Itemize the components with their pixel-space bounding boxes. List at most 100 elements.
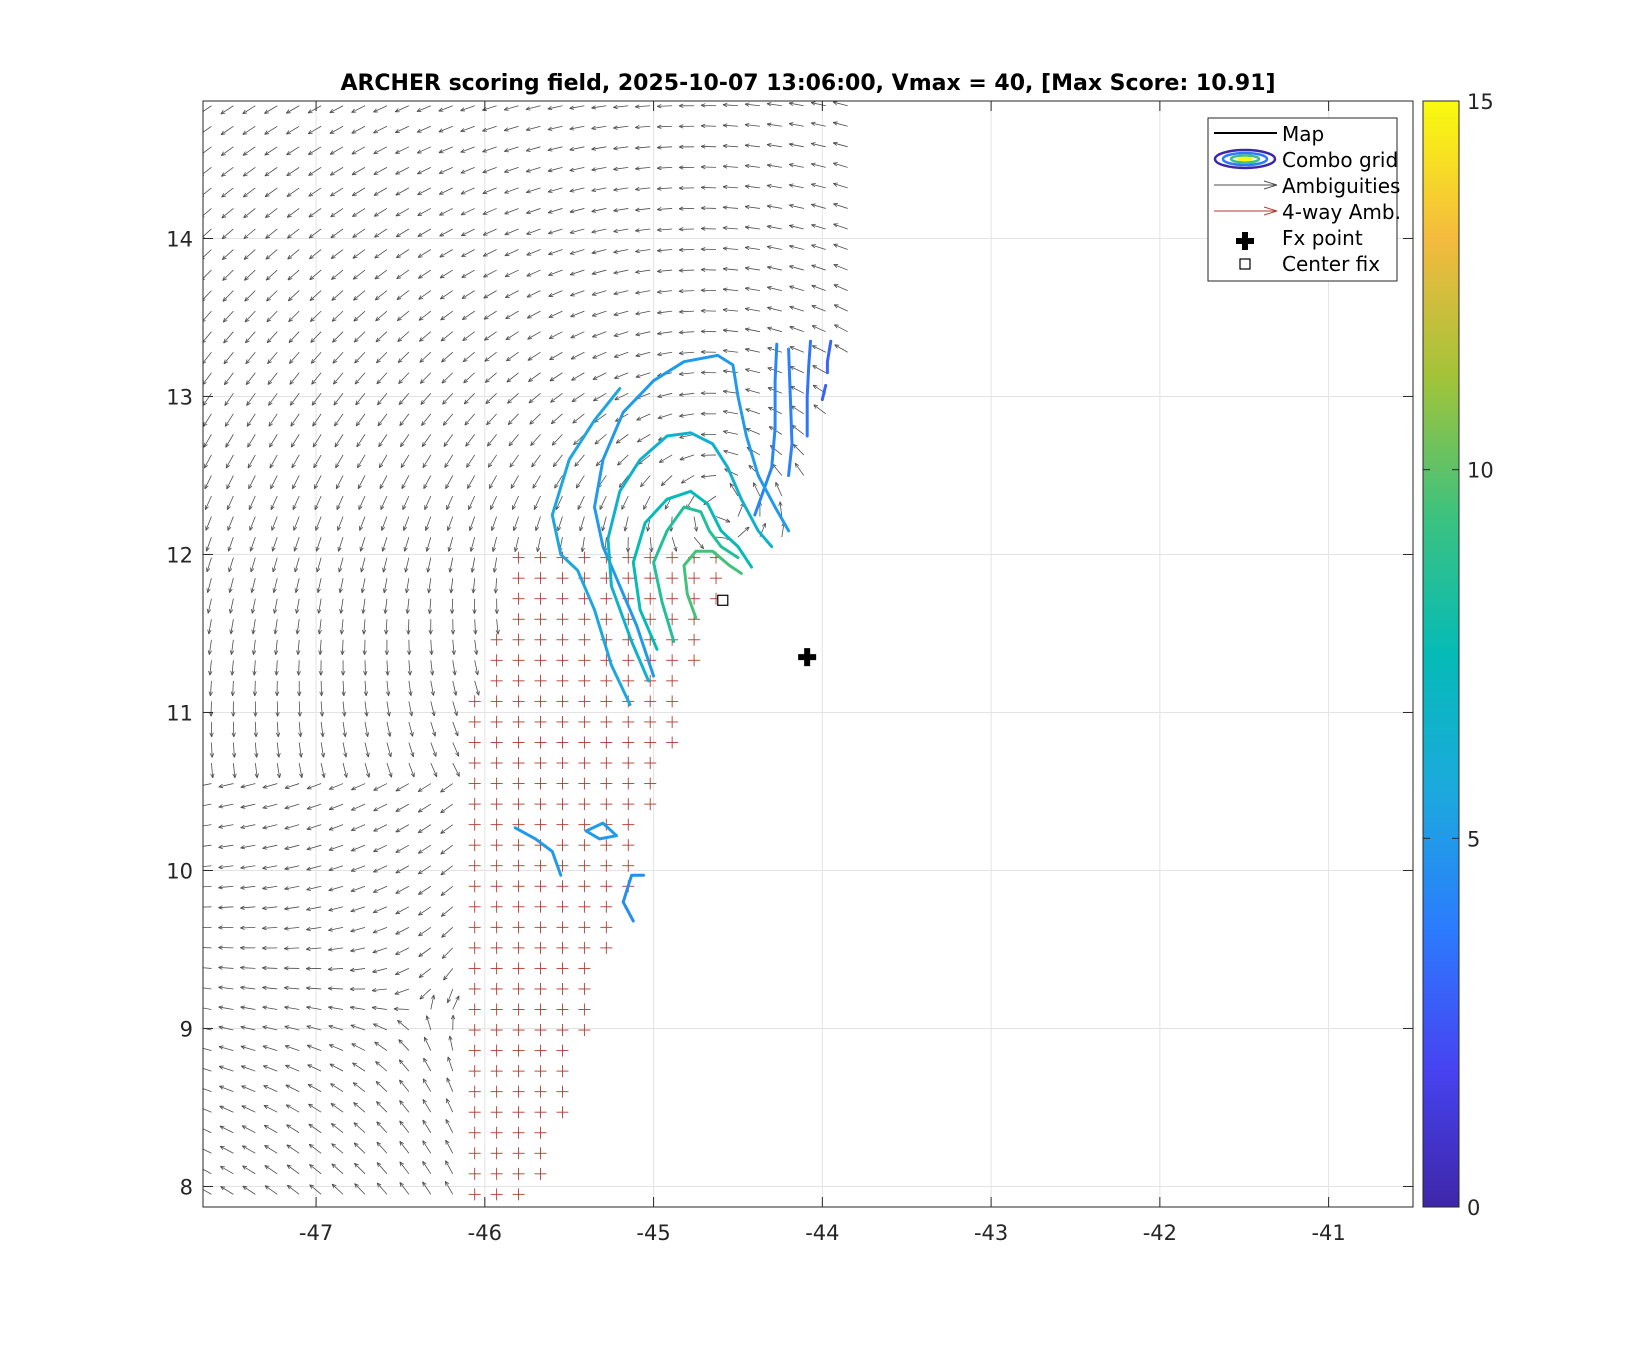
ambiguity-arrow-head xyxy=(700,166,706,170)
ambiguity-arrow xyxy=(657,105,673,107)
ambiguity-arrow xyxy=(374,290,388,301)
ambiguity-arrow-head xyxy=(240,1005,246,1008)
ambiguity-arrow-head xyxy=(242,154,248,156)
ambiguity-arrow xyxy=(637,434,651,443)
ambiguity-arrow-head xyxy=(218,945,223,948)
ambiguity-arrow-head xyxy=(432,670,435,676)
score-contour-line xyxy=(606,431,774,683)
ambiguity-arrow-head xyxy=(309,1184,315,1187)
ambiguity-arrow xyxy=(376,1121,388,1134)
ambiguity-arrow-head xyxy=(210,712,214,717)
ambiguity-arrow xyxy=(240,906,256,909)
ambiguity-arrow-head xyxy=(298,691,302,696)
ambiguity-arrow xyxy=(364,721,369,737)
ambiguity-arrow-head xyxy=(284,985,289,989)
ambiguity-arrow-head xyxy=(547,126,552,130)
ambiguity-arrow xyxy=(452,721,459,737)
ambiguity-arrow-head xyxy=(397,1020,400,1025)
ambiguity-arrow xyxy=(613,290,629,295)
ambiguity-arrow xyxy=(430,639,433,655)
ambiguity-arrow xyxy=(462,351,475,363)
ambiguity-arrow-head xyxy=(274,691,278,696)
ambiguity-arrow-head xyxy=(374,1041,380,1044)
ambiguity-arrow-head xyxy=(406,588,410,594)
ambiguity-arrow xyxy=(570,290,585,297)
ambiguity-arrow xyxy=(417,208,432,216)
ambiguity-arrow-head xyxy=(330,192,334,197)
ambiguity-arrow xyxy=(264,1124,278,1134)
ambiguity-arrow-head xyxy=(365,691,368,696)
ambiguity-arrow-head xyxy=(247,464,252,469)
ambiguity-arrow xyxy=(635,249,651,253)
ambiguity-arrow-head xyxy=(788,225,794,229)
ambiguity-arrow-head xyxy=(290,421,293,427)
ambiguity-arrow-head xyxy=(242,1185,246,1191)
ambiguity-arrow xyxy=(549,372,563,382)
ambiguity-arrow-head xyxy=(484,359,490,362)
ambiguity-arrow-head xyxy=(274,650,277,655)
ambiguity-arrow-head xyxy=(285,1104,290,1109)
ambiguity-arrow-head xyxy=(262,1006,267,1010)
ambiguity-arrow-head xyxy=(222,278,227,281)
ambiguity-arrow-head xyxy=(613,272,619,275)
ambiguity-arrow-head xyxy=(443,975,446,981)
ambiguity-arrow-head xyxy=(353,1102,356,1107)
ambiguity-arrow-head xyxy=(398,1039,403,1042)
ambiguity-arrow-head xyxy=(766,225,772,230)
ambiguity-arrow-head xyxy=(440,790,445,793)
ambiguity-arrow-head xyxy=(373,108,377,113)
ambiguity-arrow xyxy=(813,404,826,415)
ambiguity-arrow-head xyxy=(377,402,382,406)
ambiguity-arrow-head xyxy=(262,985,267,988)
ambiguity-arrow-head xyxy=(308,192,312,197)
ambiguity-arrow-head xyxy=(722,164,728,167)
ambiguity-arrow xyxy=(419,988,432,1000)
ambiguity-arrow-head xyxy=(766,122,772,125)
ambiguity-arrow xyxy=(679,413,695,417)
ambiguity-arrow xyxy=(440,290,453,300)
colorbar-tick-label: 15 xyxy=(1467,90,1494,114)
ambiguity-arrow xyxy=(286,105,300,114)
ambiguity-arrow xyxy=(264,187,278,198)
ambiguity-arrow-head xyxy=(531,464,536,468)
ambiguity-arrow-head xyxy=(308,233,312,239)
ambiguity-arrow-head xyxy=(252,630,256,635)
ambiguity-arrow xyxy=(203,351,212,364)
ambiguity-arrow-head xyxy=(286,192,290,197)
ambiguity-arrow xyxy=(331,269,344,280)
ambiguity-arrow xyxy=(766,164,782,168)
ambiguity-arrow-head xyxy=(284,805,289,809)
score-contour-line xyxy=(682,549,743,620)
ambiguity-arrow-head xyxy=(418,295,422,300)
ambiguity-arrow-head xyxy=(240,885,245,889)
ambiguity-arrow-head xyxy=(657,352,662,356)
ambiguity-arrow-head xyxy=(766,205,772,209)
ambiguity-arrow xyxy=(744,206,760,209)
ambiguity-arrow xyxy=(254,762,258,778)
ambiguity-arrow-head xyxy=(789,163,794,165)
ambiguity-arrow-head xyxy=(240,807,246,809)
ambiguity-arrow xyxy=(264,1145,278,1154)
ambiguity-arrow xyxy=(397,351,410,363)
ambiguity-arrow xyxy=(462,331,475,341)
ambiguity-arrow-head xyxy=(319,691,322,696)
ambiguity-arrow xyxy=(352,269,366,280)
ambiguity-arrow xyxy=(372,968,388,973)
ambiguity-arrow xyxy=(361,578,366,593)
ambiguity-arrow-head xyxy=(218,867,223,870)
ambiguity-arrow-head xyxy=(418,955,424,958)
ambiguity-arrow-head xyxy=(422,1140,424,1146)
ambiguity-arrow xyxy=(336,495,344,510)
ambiguity-arrow-head xyxy=(745,348,750,352)
ambiguity-arrow-head xyxy=(262,1026,267,1030)
ambiguity-arrow-head xyxy=(700,247,706,250)
ambiguity-arrow-head xyxy=(395,787,399,792)
ambiguity-arrow xyxy=(833,243,848,250)
ambiguity-arrow-head xyxy=(569,170,575,172)
ambiguity-arrow-head xyxy=(330,174,335,176)
ambiguity-arrow xyxy=(240,1045,256,1051)
ambiguity-arrow xyxy=(526,228,541,235)
ambiguity-arrow-head xyxy=(439,276,445,279)
ambiguity-arrow-head xyxy=(461,252,465,257)
ambiguity-arrow-head xyxy=(678,268,684,271)
